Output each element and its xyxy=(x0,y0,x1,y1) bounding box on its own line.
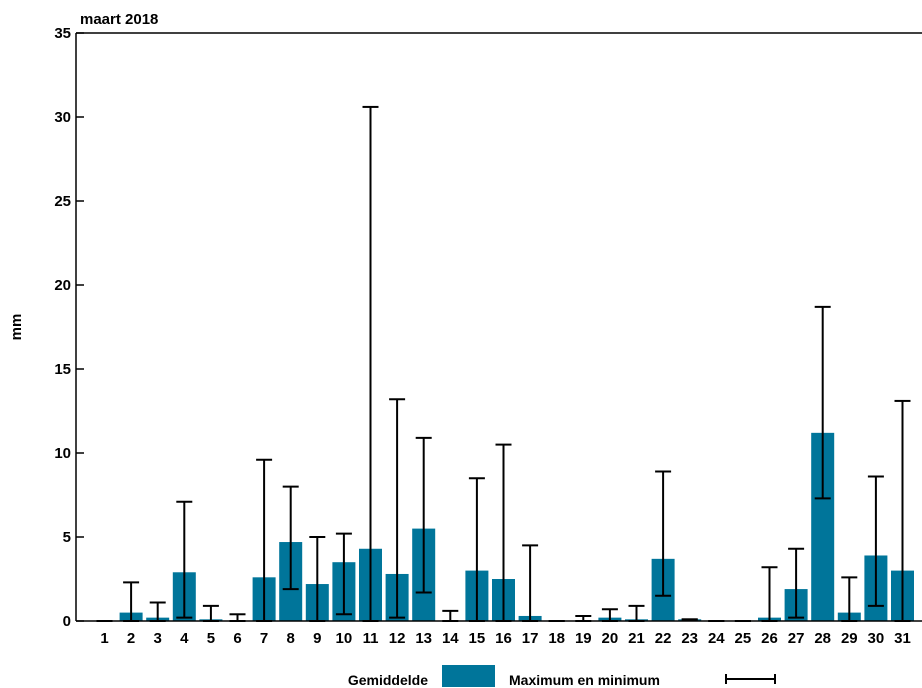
x-tick-label: 24 xyxy=(708,630,725,647)
x-tick-label: 28 xyxy=(814,630,831,647)
x-tick-label: 17 xyxy=(522,630,539,647)
y-tick-label: 0 xyxy=(63,613,71,630)
x-tick-label: 21 xyxy=(628,630,645,647)
x-tick-label: 13 xyxy=(415,630,432,647)
x-tick-label: 12 xyxy=(389,630,406,647)
x-tick-label: 25 xyxy=(735,630,752,647)
y-tick-label: 5 xyxy=(63,529,71,546)
x-tick-label: 15 xyxy=(469,630,486,647)
error-bar xyxy=(655,470,672,597)
x-tick-label: 4 xyxy=(180,630,189,647)
error-bar xyxy=(389,398,406,619)
y-tick-label: 10 xyxy=(54,445,71,462)
x-tick-label: 18 xyxy=(548,630,565,647)
error-bar xyxy=(867,475,884,607)
x-tick-label: 5 xyxy=(207,630,215,647)
x-tick-label: 14 xyxy=(442,630,459,647)
y-tick-label: 15 xyxy=(54,361,71,378)
y-tick-label: 30 xyxy=(54,109,71,126)
y-tick-label: 20 xyxy=(54,277,71,294)
y-axis-label: mm xyxy=(8,314,25,341)
legend: Gemiddelde Maximum en minimum xyxy=(348,665,776,688)
x-tick-label: 3 xyxy=(154,630,162,647)
error-bar xyxy=(362,105,379,622)
x-tick-label: 22 xyxy=(655,630,672,647)
x-tick-label: 30 xyxy=(868,630,885,647)
legend-label-mean: Gemiddelde xyxy=(348,672,428,688)
error-bar xyxy=(176,500,193,619)
x-tick-label: 1 xyxy=(100,630,108,647)
x-tick-label: 27 xyxy=(788,630,805,647)
x-tick-label: 9 xyxy=(313,630,321,647)
error-bar xyxy=(415,436,432,594)
bars-layer xyxy=(119,432,914,621)
y-ticks: 0 5 10 15 20 25 30 35 xyxy=(54,25,84,630)
legend-label-range: Maximum en minimum xyxy=(509,672,660,688)
error-bar xyxy=(282,485,299,591)
y-tick-label: 35 xyxy=(54,25,71,42)
x-tick-label: 16 xyxy=(495,630,512,647)
error-bar xyxy=(522,544,539,622)
error-bar xyxy=(229,613,246,622)
error-bar xyxy=(628,604,645,622)
x-tick-label: 2 xyxy=(127,630,135,647)
x-tick-label: 6 xyxy=(233,630,241,647)
chart-title: maart 2018 xyxy=(80,11,158,28)
x-tick-label: 26 xyxy=(761,630,778,647)
bar-mean xyxy=(811,432,835,621)
error-bar xyxy=(202,604,219,622)
y-tick-label: 25 xyxy=(54,193,71,210)
x-tick-label: 29 xyxy=(841,630,858,647)
x-tick-label: 20 xyxy=(602,630,619,647)
x-tick-label: 7 xyxy=(260,630,268,647)
x-tick-label: 19 xyxy=(575,630,592,647)
error-bar xyxy=(814,305,831,500)
x-tick-label: 31 xyxy=(894,630,911,647)
error-bar xyxy=(761,566,778,622)
axes-layer xyxy=(75,32,922,622)
legend-errorbar-symbol xyxy=(725,674,776,684)
error-bar xyxy=(442,609,459,622)
x-tick-label: 10 xyxy=(336,630,353,647)
x-ticks: 1 2 3 4 5 6 7 8 9 10 11 12 13 14 15 16 17 18 19 20 21 22 23 24 2… xyxy=(100,630,911,647)
error-bar xyxy=(335,532,352,616)
x-tick-label: 23 xyxy=(681,630,698,647)
error-bar xyxy=(575,614,592,622)
errorbars-layer xyxy=(96,105,911,622)
error-bar xyxy=(788,547,805,619)
x-tick-label: 8 xyxy=(287,630,295,647)
x-tick-label: 11 xyxy=(363,630,379,647)
legend-swatch-mean xyxy=(442,665,495,687)
